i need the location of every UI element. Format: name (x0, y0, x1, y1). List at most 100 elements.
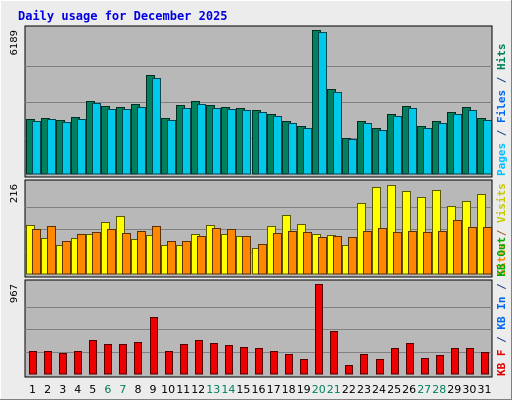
bar-kb-f-day-1 (29, 351, 37, 375)
x-axis-labels: 1 2 3 4 5 6 7 8 9 10 11 12 13 14 15 16 17 18 19 20 21 22 23 24 2… (29, 383, 492, 396)
bar-kb-f-day-9 (150, 317, 158, 375)
bar-sites-day-9 (152, 226, 161, 275)
bar-kb-f-day-4 (74, 351, 82, 375)
chart-title: Daily usage for December 2025 (18, 9, 228, 23)
bar-sites-day-31 (483, 227, 492, 275)
bar-files-day-27 (423, 128, 432, 175)
bar-sites-day-22 (348, 237, 357, 275)
legend-entry: Visits (495, 183, 508, 223)
bar-kb-f-day-23 (360, 354, 368, 375)
bar-kb-f-day-5 (89, 340, 97, 375)
bar-sites-day-3 (62, 241, 71, 275)
bar-files-day-8 (137, 107, 146, 175)
legend-entry: KB In (495, 297, 508, 330)
bar-kb-f-day-31 (481, 352, 489, 375)
bar-files-day-10 (167, 120, 176, 175)
bar-sites-day-23 (363, 231, 372, 275)
bar-kb-f-day-14 (225, 345, 233, 375)
x-tick-label: 23 (357, 383, 371, 396)
bar-sites-day-10 (167, 241, 176, 275)
bar-sites-day-13 (212, 228, 221, 275)
x-tick-label: 17 (267, 383, 281, 396)
x-tick-label: 25 (387, 383, 401, 396)
bar-files-day-7 (122, 109, 131, 175)
bar-kb-f-day-22 (345, 365, 353, 375)
bar-files-day-16 (258, 112, 267, 175)
legend-entry: / (495, 70, 508, 90)
x-tick-label: 31 (478, 383, 492, 396)
bar-files-day-13 (212, 108, 221, 175)
bar-kb-f-day-12 (195, 340, 203, 375)
x-tick-label: 29 (447, 383, 461, 396)
bar-sites-day-20 (318, 237, 327, 275)
bar-files-day-6 (107, 109, 116, 175)
bar-kb-f-day-24 (376, 359, 384, 375)
x-tick-label: 11 (176, 383, 190, 396)
x-tick-label: 4 (74, 383, 81, 396)
x-tick-label: 14 (221, 383, 235, 396)
bar-kb-f-day-3 (59, 353, 67, 375)
x-tick-label: 2 (44, 383, 51, 396)
legend-entry: KB F (495, 350, 508, 377)
x-tick-label: 8 (135, 383, 142, 396)
bar-files-day-11 (182, 108, 191, 175)
x-tick-label: 26 (402, 383, 416, 396)
bar-kb-f-day-27 (421, 358, 429, 375)
bar-files-day-4 (77, 119, 86, 175)
x-tick-label: 16 (252, 383, 266, 396)
bar-sites-day-8 (137, 231, 146, 275)
bar-kb-f-day-28 (436, 355, 444, 375)
bar-kb-f-day-15 (240, 347, 248, 375)
bar-sites-day-19 (303, 232, 312, 275)
x-tick-label: 28 (432, 383, 446, 396)
y-max-label: 6189 (9, 30, 20, 55)
legend-entry: Sites (495, 243, 508, 276)
bar-files-day-14 (227, 109, 236, 175)
bar-files-day-23 (363, 123, 372, 175)
bar-kb-f-day-30 (466, 348, 474, 375)
bar-sites-day-29 (453, 220, 462, 275)
bar-sites-day-21 (333, 236, 342, 275)
bar-files-day-28 (438, 123, 447, 175)
x-tick-label: 21 (327, 383, 341, 396)
x-tick-label: 18 (282, 383, 296, 396)
bar-kb-f-day-18 (285, 354, 293, 375)
y-max-label: 216 (9, 184, 20, 203)
x-tick-label: 1 (29, 383, 36, 396)
bar-files-day-1 (32, 121, 41, 175)
y-max-label: 967 (9, 284, 20, 303)
bar-kb-f-day-11 (180, 344, 188, 375)
bar-kb-f-day-25 (391, 348, 399, 375)
bar-kb-f-day-16 (255, 348, 263, 375)
bar-kb-f-day-13 (210, 343, 218, 375)
bar-sites-day-5 (92, 232, 101, 275)
bar-files-day-15 (242, 110, 251, 175)
x-tick-label: 15 (236, 383, 250, 396)
bar-files-day-12 (197, 104, 206, 175)
bar-kb-f-day-10 (165, 351, 173, 375)
bar-kb-f-day-20 (315, 284, 323, 375)
x-tick-label: 12 (191, 383, 205, 396)
bar-sites-day-24 (378, 228, 387, 275)
bar-kb-f-day-19 (300, 359, 308, 375)
bar-files-day-20 (318, 32, 327, 175)
legend-entry: / (495, 330, 508, 350)
bar-files-day-25 (393, 116, 402, 175)
legend-entry: / (495, 223, 508, 243)
x-tick-label: 24 (372, 383, 386, 396)
x-tick-label: 30 (462, 383, 476, 396)
panel-hits-files-pages: 6189 Pages / Files / Hits (9, 25, 508, 178)
bar-sites-day-18 (288, 231, 297, 275)
bar-kb-f-day-7 (119, 344, 127, 375)
bar-files-day-26 (408, 108, 417, 175)
panel-kb: 967 KB F / KB In / KB Out (9, 237, 508, 378)
bar-sites-day-28 (438, 231, 447, 275)
bar-sites-day-25 (393, 232, 402, 275)
x-tick-label: 3 (59, 383, 66, 396)
bar-files-day-19 (303, 128, 312, 175)
x-tick-label: 10 (161, 383, 175, 396)
legend-entry: / (495, 277, 508, 297)
legend-entry: KB Out (495, 237, 508, 277)
x-tick-label: 13 (206, 383, 220, 396)
